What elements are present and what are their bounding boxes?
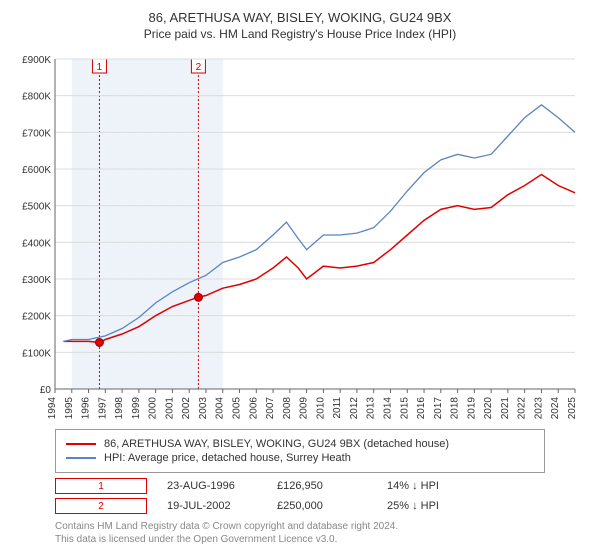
sale-date-1: 23-AUG-1996 xyxy=(167,480,257,492)
svg-text:2020: 2020 xyxy=(483,397,494,419)
sale-row-2: 2 19-JUL-2002 £250,000 25% ↓ HPI xyxy=(55,498,585,514)
svg-text:2007: 2007 xyxy=(265,397,276,419)
chart-svg: 1 2 £0 £100K £200K £300K £400K £500K £600K £700K £… xyxy=(15,49,585,419)
chart-subtitle: Price paid vs. HM Land Registry's House … xyxy=(15,27,585,41)
svg-text:2000: 2000 xyxy=(148,397,159,419)
sale-marker-1: 1 xyxy=(55,478,147,494)
svg-text:£500K: £500K xyxy=(22,202,51,213)
legend-label-2: HPI: Average price, detached house, Surr… xyxy=(104,452,351,464)
svg-text:2009: 2009 xyxy=(299,397,310,419)
chart-container: 86, ARETHUSA WAY, BISLEY, WOKING, GU24 9… xyxy=(0,0,600,560)
svg-text:2002: 2002 xyxy=(181,397,192,419)
svg-text:2017: 2017 xyxy=(433,397,444,419)
svg-text:2004: 2004 xyxy=(215,397,226,419)
svg-text:2016: 2016 xyxy=(416,397,427,419)
sale-price-2: £250,000 xyxy=(277,500,367,512)
chart-plot-area: 1 2 £0 £100K £200K £300K £400K £500K £600K £700K £… xyxy=(15,49,585,419)
svg-text:2005: 2005 xyxy=(232,397,243,419)
svg-text:£400K: £400K xyxy=(22,238,51,249)
legend-swatch-2 xyxy=(66,457,96,459)
legend-row-1: 86, ARETHUSA WAY, BISLEY, WOKING, GU24 9… xyxy=(66,438,534,450)
svg-text:2024: 2024 xyxy=(550,397,561,419)
footer-text: Contains HM Land Registry data © Crown c… xyxy=(55,520,545,546)
footer-line-2: This data is licensed under the Open Gov… xyxy=(55,533,545,546)
svg-text:£200K: £200K xyxy=(22,312,51,323)
svg-text:£300K: £300K xyxy=(22,275,51,286)
svg-text:2021: 2021 xyxy=(500,397,511,419)
svg-text:2019: 2019 xyxy=(466,397,477,419)
svg-text:£900K: £900K xyxy=(22,55,51,66)
svg-text:2023: 2023 xyxy=(533,397,544,419)
svg-text:2015: 2015 xyxy=(399,397,410,419)
sale-date-2: 19-JUL-2002 xyxy=(167,500,257,512)
svg-text:£700K: £700K xyxy=(22,128,51,139)
svg-text:2008: 2008 xyxy=(282,397,293,419)
svg-text:2013: 2013 xyxy=(366,397,377,419)
svg-text:2014: 2014 xyxy=(382,397,393,419)
svg-text:£0: £0 xyxy=(40,385,52,396)
svg-text:1999: 1999 xyxy=(131,397,142,419)
svg-text:2001: 2001 xyxy=(164,397,175,419)
legend-box: 86, ARETHUSA WAY, BISLEY, WOKING, GU24 9… xyxy=(55,429,545,473)
svg-text:2018: 2018 xyxy=(450,397,461,419)
svg-text:2012: 2012 xyxy=(349,397,360,419)
svg-text:2011: 2011 xyxy=(332,397,343,419)
svg-text:2003: 2003 xyxy=(198,397,209,419)
sale-diff-2: 25% ↓ HPI xyxy=(387,500,477,512)
sale-row-1: 1 23-AUG-1996 £126,950 14% ↓ HPI xyxy=(55,478,585,494)
sale-marker-2: 2 xyxy=(55,498,147,514)
chart-title: 86, ARETHUSA WAY, BISLEY, WOKING, GU24 9… xyxy=(15,10,585,25)
svg-text:2006: 2006 xyxy=(248,397,259,419)
svg-text:2025: 2025 xyxy=(567,397,578,419)
legend-label-1: 86, ARETHUSA WAY, BISLEY, WOKING, GU24 9… xyxy=(104,438,449,450)
svg-text:£100K: £100K xyxy=(22,348,51,359)
svg-text:1994: 1994 xyxy=(47,397,58,419)
sale-price-1: £126,950 xyxy=(277,480,367,492)
sale-diff-1: 14% ↓ HPI xyxy=(387,480,477,492)
svg-text:£800K: £800K xyxy=(22,92,51,103)
legend-swatch-1 xyxy=(66,443,96,445)
svg-text:2010: 2010 xyxy=(315,397,326,419)
svg-text:1998: 1998 xyxy=(114,397,125,419)
svg-text:1995: 1995 xyxy=(64,397,75,419)
svg-text:1: 1 xyxy=(97,62,103,73)
svg-text:2022: 2022 xyxy=(517,397,528,419)
footer-line-1: Contains HM Land Registry data © Crown c… xyxy=(55,520,545,533)
svg-text:1997: 1997 xyxy=(97,397,108,419)
legend-row-2: HPI: Average price, detached house, Surr… xyxy=(66,452,534,464)
svg-text:1996: 1996 xyxy=(81,397,92,419)
svg-text:2: 2 xyxy=(196,62,202,73)
svg-text:£600K: £600K xyxy=(22,165,51,176)
